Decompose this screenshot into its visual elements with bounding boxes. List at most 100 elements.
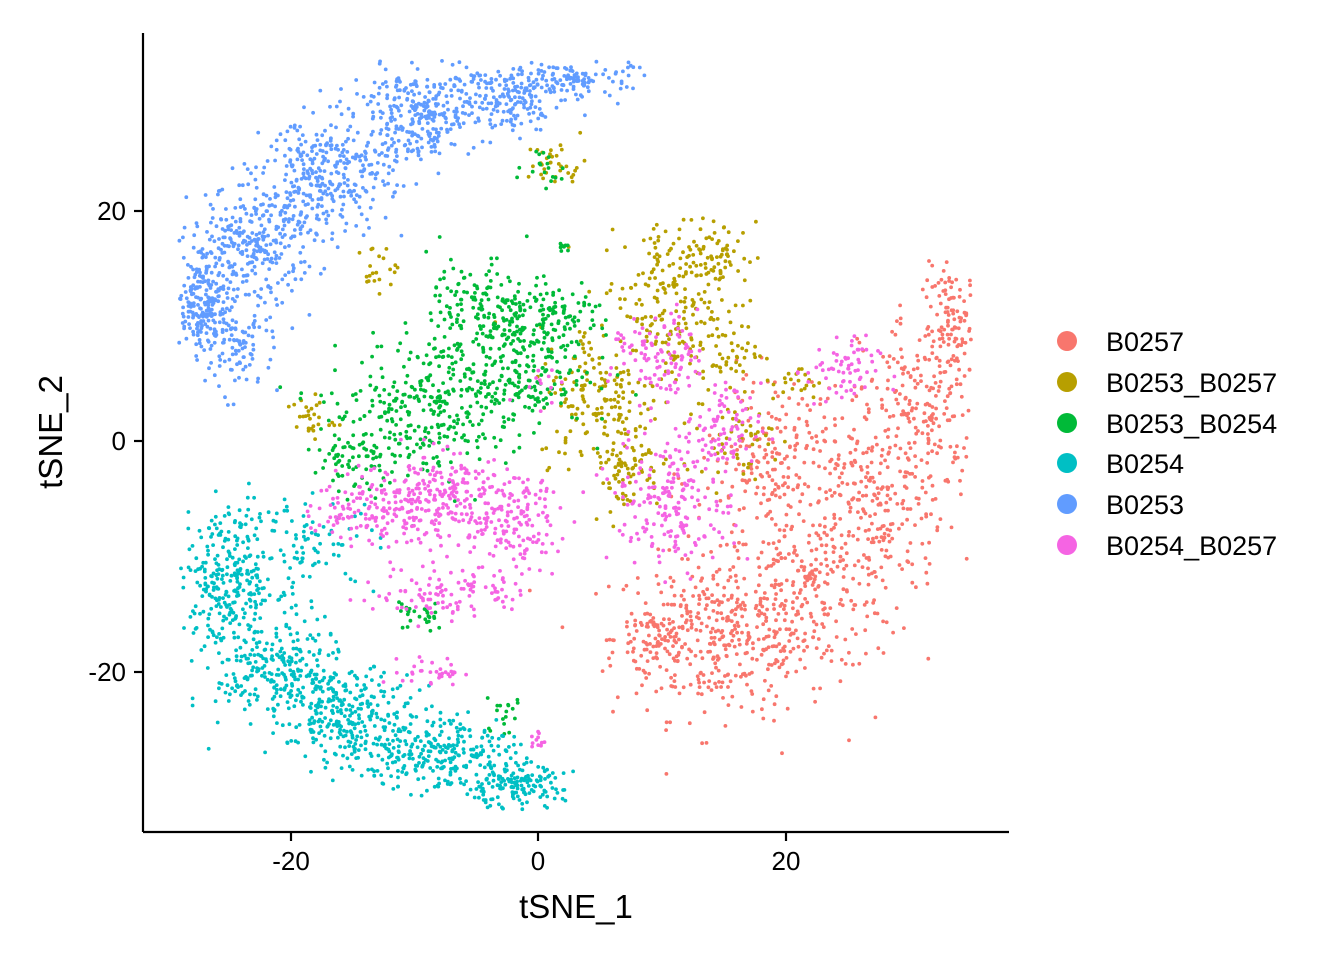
data-point: [959, 394, 964, 399]
data-point: [662, 287, 667, 292]
data-point: [517, 372, 522, 377]
data-point: [298, 250, 303, 255]
data-point: [838, 559, 842, 564]
data-point: [712, 635, 717, 640]
data-point: [804, 419, 809, 424]
data-point: [612, 473, 616, 478]
data-point: [475, 331, 479, 336]
data-point: [418, 445, 423, 450]
data-point: [310, 206, 315, 211]
data-point: [204, 292, 208, 297]
data-point: [214, 526, 219, 531]
data-point: [236, 247, 240, 252]
data-point: [907, 419, 912, 424]
data-point: [191, 291, 196, 296]
data-point: [226, 260, 231, 265]
data-point: [545, 767, 549, 772]
data-point: [588, 380, 593, 385]
series-b0253-b0254: [278, 149, 638, 736]
data-point: [376, 753, 381, 758]
data-point: [569, 175, 574, 180]
data-point: [628, 480, 632, 485]
data-point: [290, 519, 294, 523]
data-point: [261, 230, 266, 235]
data-point: [734, 354, 739, 359]
data-point: [214, 573, 219, 577]
data-point: [479, 752, 484, 757]
data-point: [691, 594, 695, 598]
data-point: [711, 609, 716, 613]
data-point: [753, 606, 758, 611]
data-point: [278, 231, 282, 236]
data-point: [697, 502, 702, 507]
data-point: [436, 759, 440, 764]
data-point: [449, 460, 453, 465]
data-point: [337, 182, 342, 187]
data-point: [336, 709, 340, 714]
data-point: [498, 305, 502, 310]
data-point: [844, 588, 849, 593]
data-point: [597, 362, 602, 366]
data-point: [495, 272, 500, 276]
data-point: [791, 580, 796, 584]
data-point: [862, 603, 867, 607]
data-point: [300, 158, 304, 163]
data-point: [322, 266, 327, 271]
data-point: [369, 464, 374, 468]
data-point: [761, 697, 766, 702]
data-point: [943, 370, 948, 374]
data-point: [357, 194, 362, 199]
data-point: [273, 195, 278, 200]
data-point: [880, 406, 884, 410]
data-point: [343, 166, 348, 171]
data-point: [349, 193, 354, 198]
data-point: [250, 231, 255, 235]
data-point: [627, 400, 632, 405]
data-point: [398, 739, 403, 743]
data-point: [468, 787, 473, 792]
data-point: [426, 614, 431, 618]
data-point: [803, 666, 807, 670]
data-point: [238, 217, 243, 221]
data-point: [180, 321, 185, 325]
data-point: [802, 648, 806, 653]
data-point: [355, 734, 360, 739]
data-point: [632, 457, 637, 461]
data-point: [648, 236, 653, 241]
data-point: [600, 417, 604, 421]
data-point: [655, 332, 660, 336]
data-point: [775, 426, 780, 430]
data-point: [404, 331, 409, 335]
data-point: [302, 259, 307, 264]
data-point: [581, 387, 585, 392]
data-point: [516, 337, 520, 341]
data-point: [549, 148, 553, 153]
data-point: [275, 687, 279, 692]
data-point: [456, 740, 461, 744]
data-point: [861, 451, 866, 456]
data-point: [302, 167, 306, 172]
data-point: [538, 390, 543, 395]
data-point: [832, 525, 836, 530]
data-point: [779, 556, 784, 560]
data-point: [844, 551, 849, 556]
data-point: [349, 752, 354, 756]
data-point: [471, 305, 476, 310]
data-point: [367, 409, 372, 414]
data-point: [797, 416, 801, 421]
data-point: [461, 422, 465, 427]
data-point: [724, 461, 729, 466]
data-point: [828, 459, 832, 464]
data-point: [632, 636, 637, 641]
data-point: [720, 680, 725, 685]
data-point: [277, 655, 282, 660]
data-point: [850, 398, 855, 403]
data-point: [291, 646, 296, 651]
data-point: [423, 617, 428, 622]
data-point: [358, 702, 363, 707]
data-point: [738, 444, 743, 449]
data-point: [362, 446, 366, 451]
data-point: [488, 346, 493, 351]
data-point: [916, 429, 920, 433]
data-point: [345, 150, 350, 154]
